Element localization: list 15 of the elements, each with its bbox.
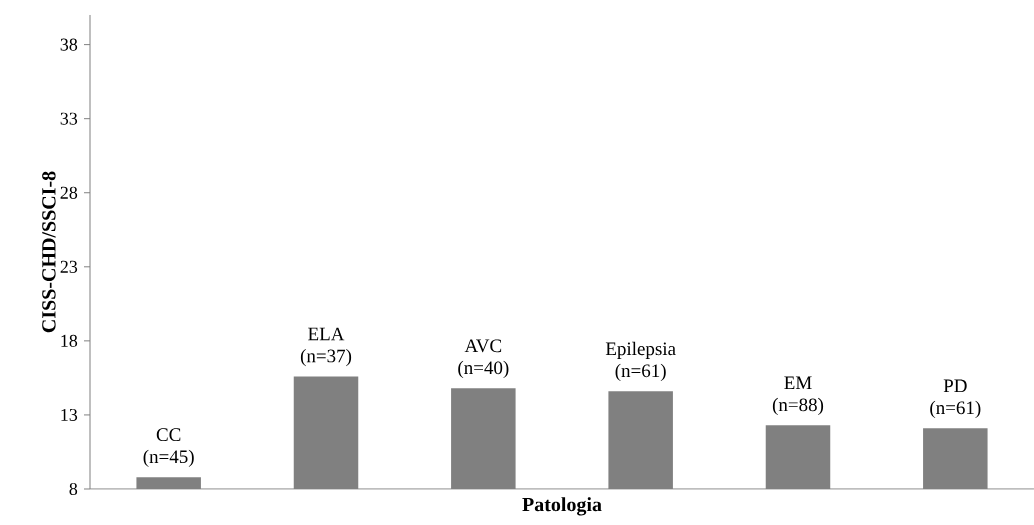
- y-axis-title: CISS-CHD/SSCI-8: [42, 171, 56, 333]
- y-tick-label: 13: [61, 408, 78, 421]
- x-tick-label: AVC (n=40): [458, 339, 509, 379]
- y-tick-label: 28: [60, 186, 78, 199]
- x-tick-label: ELA (n=37): [300, 327, 352, 367]
- y-tick-label: 33: [60, 112, 78, 125]
- y-tick-label: 23: [60, 260, 78, 273]
- x-tick-label: Epilepsia (n=61): [605, 341, 676, 382]
- y-tick-label: 18: [61, 334, 78, 347]
- x-tick-label: EM (n=88): [772, 376, 824, 416]
- x-axis-title: Patologia: [522, 497, 602, 516]
- x-tick-label: PD (n=61): [930, 379, 981, 419]
- y-tick-label: 8: [69, 482, 78, 496]
- y-tick-label: 38: [60, 38, 78, 51]
- x-tick-label: CC (n=45): [143, 428, 194, 467]
